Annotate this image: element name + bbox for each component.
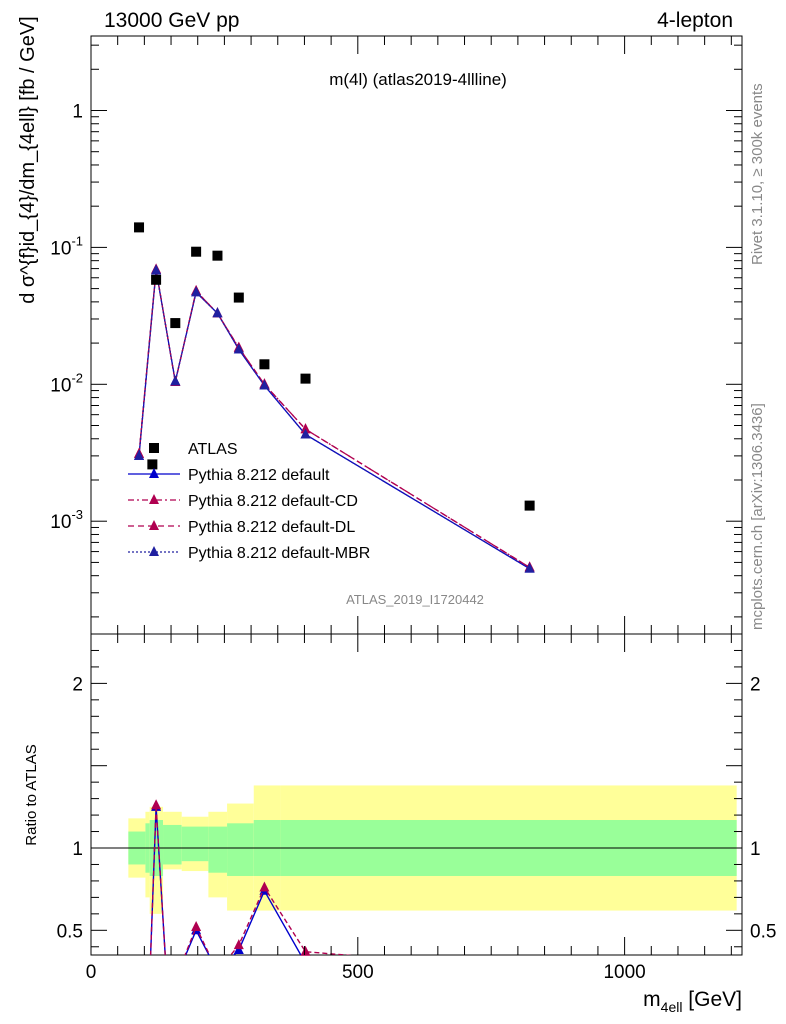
xlabel-main: m	[643, 988, 661, 1011]
y-tick-exp: -3	[71, 507, 83, 522]
ratio-marker	[191, 921, 202, 932]
ratio-panel-frame	[90, 633, 743, 956]
legend-label: Pythia 8.212 default-DL	[188, 519, 355, 536]
y-tick-exp: -1	[71, 233, 83, 248]
legend-marker	[149, 520, 159, 530]
ratio-ylabel: Ratio to ATLAS	[23, 744, 40, 845]
legend-label: ATLAS	[188, 441, 238, 458]
y-tick-label: 10-1	[50, 233, 83, 259]
main-series	[134, 263, 535, 573]
y-tick-base: 10	[50, 238, 71, 259]
data-point	[259, 359, 270, 370]
header-right: 4-lepton	[657, 9, 733, 32]
legend-marker	[149, 546, 159, 556]
y-tick-exp: -2	[71, 370, 83, 385]
y-tick-label: 1	[72, 101, 83, 122]
header-left: 13000 GeV pp	[104, 9, 239, 32]
main-ticks: 10-310-210-110.5 0.51 12 20 500 1000	[50, 36, 776, 983]
legend-marker	[149, 494, 159, 504]
ratio-tick-label-right: 1	[750, 839, 761, 860]
data-point	[300, 373, 311, 384]
y-tick-base: 10	[50, 512, 71, 533]
data-point	[524, 500, 535, 511]
series-marker	[300, 423, 311, 434]
ratio-band-green	[208, 826, 228, 873]
series-marker	[524, 562, 535, 573]
x-tick-label: 0	[86, 962, 97, 983]
legend-data-marker	[149, 443, 159, 453]
xaxis-label: m4ell [GeV]	[643, 988, 742, 1015]
series-marker	[170, 375, 181, 386]
x-tick-label: 500	[342, 962, 374, 983]
ratio-band-green	[181, 826, 209, 862]
ratio-tick-label-left: 0.5	[57, 921, 83, 942]
y-tick-label: 10-3	[50, 507, 83, 533]
data-point	[212, 250, 223, 261]
data-point	[147, 459, 158, 470]
ratio-tick-label-right: 2	[750, 674, 761, 695]
mcplots-label: mcplots.cern.ch [arXiv:1306.3436]	[749, 403, 766, 630]
data-point	[151, 274, 162, 285]
ratio-tick-label-right: 0.5	[750, 921, 776, 942]
main-ylabel: d σ^{f}id_{4}/dm_{4ell} [fb / GeV]	[17, 16, 39, 304]
ratio-line	[149, 805, 354, 955]
data-point	[134, 222, 145, 233]
main-data-points	[134, 222, 535, 511]
ratio-bands	[91, 785, 742, 914]
series-marker	[191, 286, 202, 297]
ratio-tick-label-left: 1	[72, 839, 83, 860]
ratio-marker	[151, 799, 162, 810]
ratio-band-green	[227, 823, 254, 876]
series-marker	[212, 307, 223, 318]
ratio-tick-label-left: 2	[72, 674, 83, 695]
data-point	[233, 292, 244, 303]
legend-label: Pythia 8.212 default-CD	[188, 493, 358, 510]
ratio-marker	[259, 881, 270, 892]
legend-label: Pythia 8.212 default	[188, 467, 330, 484]
legend-marker	[149, 468, 159, 478]
y-tick-label: 10-2	[50, 370, 83, 396]
series-marker	[151, 264, 162, 275]
series-marker	[134, 449, 145, 460]
ratio-marker	[233, 939, 244, 950]
series-marker	[233, 343, 244, 354]
rivet-label: Rivet 3.1.10, ≥ 300k events	[749, 83, 766, 265]
data-point	[170, 318, 181, 329]
legend-label: Pythia 8.212 default-MBR	[188, 545, 370, 562]
x-tick-label: 1000	[603, 962, 645, 983]
xlabel-unit: [GeV]	[682, 988, 742, 1011]
plot-title: m(4l) (atlas2019-4llline)	[329, 70, 507, 89]
xlabel-sub: 4ell	[661, 999, 683, 1015]
y-tick-base: 10	[50, 375, 71, 396]
analysis-id: ATLAS_2019_I1720442	[346, 592, 484, 607]
legend: ATLAS Pythia 8.212 default Pythia 8.212 de…	[128, 441, 370, 562]
data-point	[191, 246, 202, 257]
ratio-lines	[149, 799, 354, 956]
ratio-band-green	[163, 824, 182, 865]
series-marker	[259, 379, 270, 390]
ratio-marker	[300, 945, 311, 956]
series-marker	[300, 428, 311, 439]
